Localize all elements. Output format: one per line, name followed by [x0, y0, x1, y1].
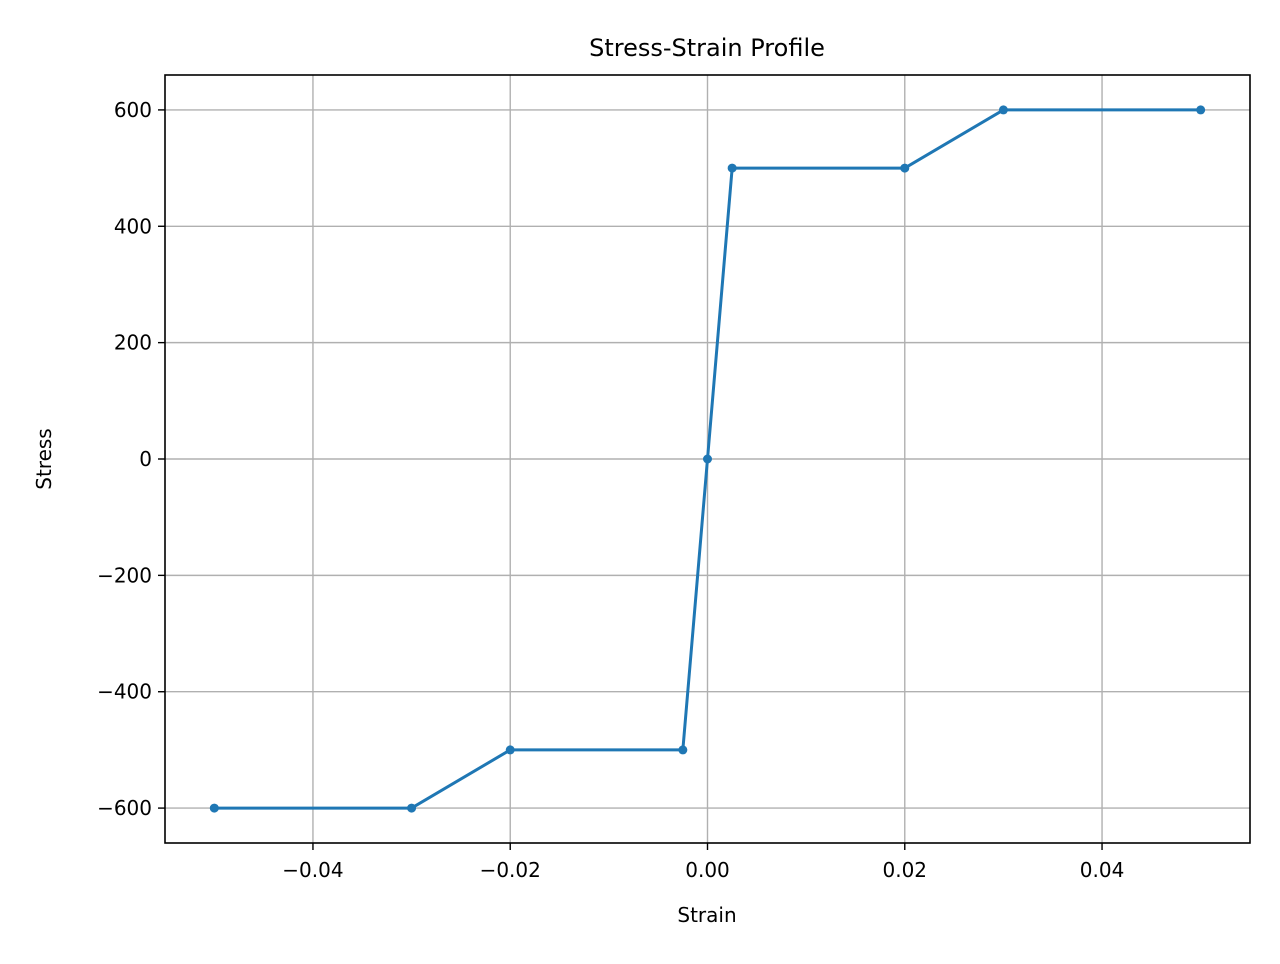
x-tick-label: −0.04 — [282, 858, 343, 882]
data-point — [703, 454, 712, 464]
data-point — [209, 803, 219, 813]
series-layer — [209, 105, 1206, 813]
y-tick-label: −400 — [97, 680, 152, 704]
y-axis-label: Stress — [32, 428, 56, 489]
x-tick-label: 0.00 — [685, 858, 730, 882]
data-point — [678, 745, 688, 755]
chart-title: Stress-Strain Profile — [589, 34, 825, 62]
data-point — [900, 163, 910, 173]
y-tick-label: −600 — [97, 796, 152, 820]
x-tick-label: −0.02 — [480, 858, 541, 882]
data-point — [727, 163, 737, 173]
y-tick-label: 200 — [114, 331, 152, 355]
data-point — [505, 745, 515, 755]
x-tick-label: 0.04 — [1080, 858, 1125, 882]
y-tick-label: 400 — [114, 214, 152, 238]
data-point — [407, 803, 417, 813]
y-tick-label: 0 — [139, 447, 152, 471]
y-tick-label: 600 — [114, 98, 152, 122]
data-point — [998, 105, 1008, 115]
x-tick-label: 0.02 — [883, 858, 928, 882]
data-point — [1196, 105, 1206, 115]
y-tick-label: −200 — [97, 563, 152, 587]
x-axis-label: Strain — [677, 903, 736, 927]
tick-layer: −0.04 −0.02 0.00 0.02 0.04 −600 −400 −200 0 200 40… — [97, 98, 1124, 882]
